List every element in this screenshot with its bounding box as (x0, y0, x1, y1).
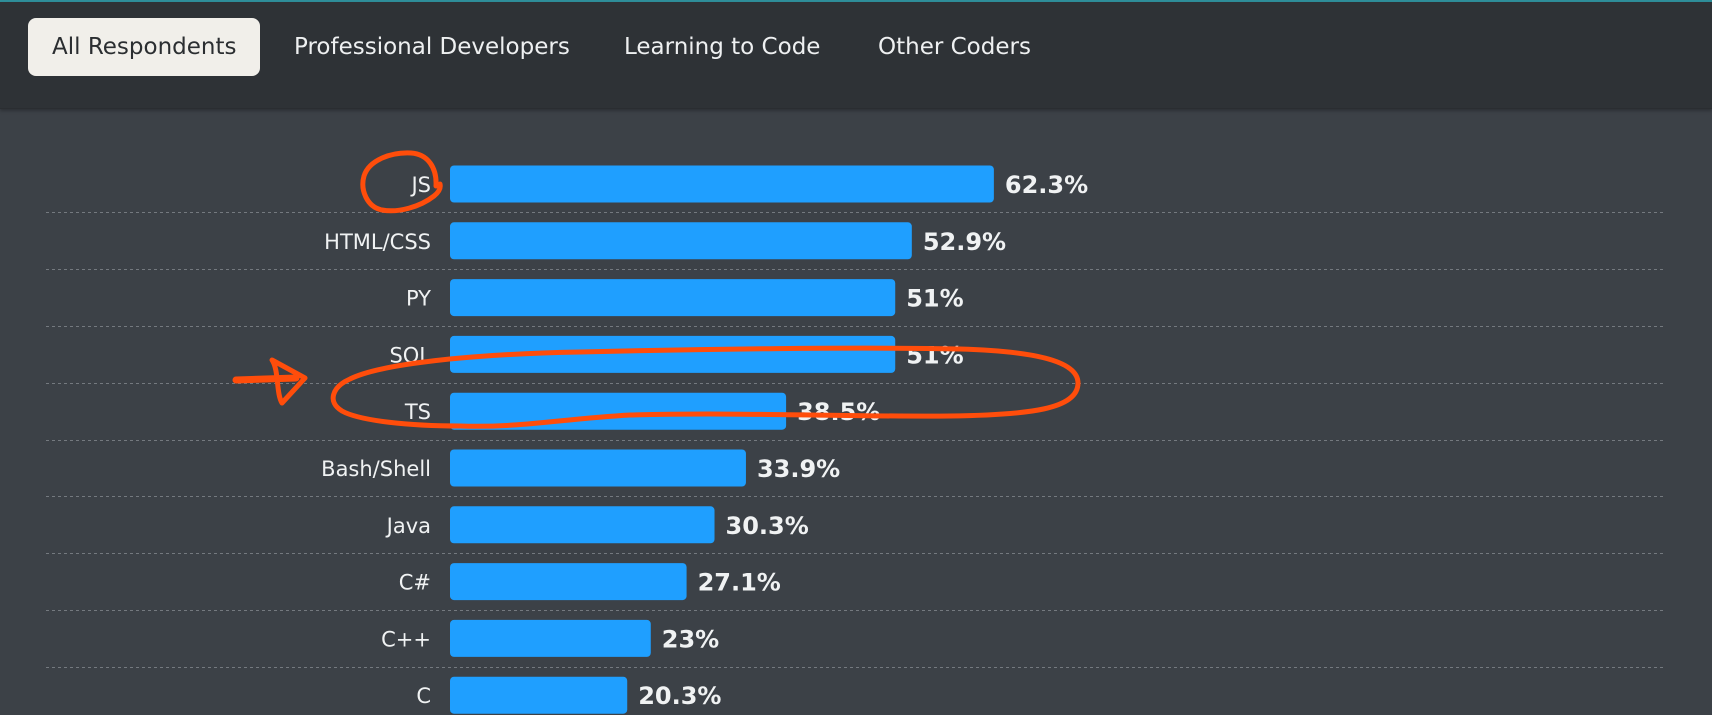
tab-professional-developers[interactable]: Professional Developers (294, 34, 570, 60)
tab-all-respondents[interactable]: All Respondents (28, 18, 261, 76)
bar-bash-shell[interactable] (450, 449, 746, 487)
bar-sql[interactable] (450, 335, 896, 373)
value-label-sql: 51% (906, 341, 963, 369)
label-layer: JS 62.3%HTML/CSS 52.9%PY 51%SQL 51%TS 38.5%Ba… (321, 171, 1088, 710)
category-label-py: PY (406, 287, 431, 311)
category-label-js: JS (409, 173, 431, 197)
value-label-java: 30.3% (726, 512, 809, 540)
tab-other-coders[interactable]: Other Coders (878, 34, 1031, 60)
bar-py[interactable] (450, 279, 896, 317)
language-usage-bar-chart: JS 62.3%HTML/CSS 52.9%PY 51%SQL 51%TS 38.5%Ba… (46, 150, 1664, 714)
bar-c[interactable] (450, 676, 628, 714)
category-label-ts: TS (404, 400, 431, 424)
annotation-ellipse-ts (330, 345, 1081, 429)
value-label-c: 20.3% (638, 682, 721, 710)
category-label-c: C (416, 684, 431, 708)
tab-learning-to-code[interactable]: Learning to Code (624, 34, 821, 60)
bar-c[interactable] (450, 563, 687, 601)
category-label-c: C++ (381, 627, 431, 651)
annotation-arrow-shaft (232, 374, 300, 384)
value-label-py: 51% (906, 285, 963, 313)
annotation-circle-js (360, 150, 443, 214)
value-label-bash-shell: 33.9% (757, 455, 840, 483)
category-label-c: C# (399, 571, 431, 595)
bar-html-css[interactable] (450, 222, 912, 260)
annotation-layer (232, 150, 1081, 429)
category-label-java: Java (385, 514, 431, 538)
top-accent-line (0, 0, 1712, 2)
respondent-tab-bar: All Respondents Professional Developers … (0, 2, 1712, 109)
value-label-js: 62.3% (1005, 171, 1088, 199)
bar-layer (450, 165, 994, 714)
bar-js[interactable] (450, 165, 994, 203)
annotation-arrow-head-icon (269, 357, 308, 406)
bar-ts[interactable] (450, 392, 787, 430)
category-label-bash-shell: Bash/Shell (321, 457, 431, 481)
value-label-c: 27.1% (698, 569, 781, 597)
value-label-html-css: 52.9% (923, 228, 1006, 256)
value-label-c: 23% (662, 625, 719, 653)
value-label-ts: 38.5% (797, 398, 880, 426)
category-label-html-css: HTML/CSS (324, 230, 431, 254)
bar-java[interactable] (450, 506, 715, 544)
bar-c[interactable] (450, 619, 651, 657)
